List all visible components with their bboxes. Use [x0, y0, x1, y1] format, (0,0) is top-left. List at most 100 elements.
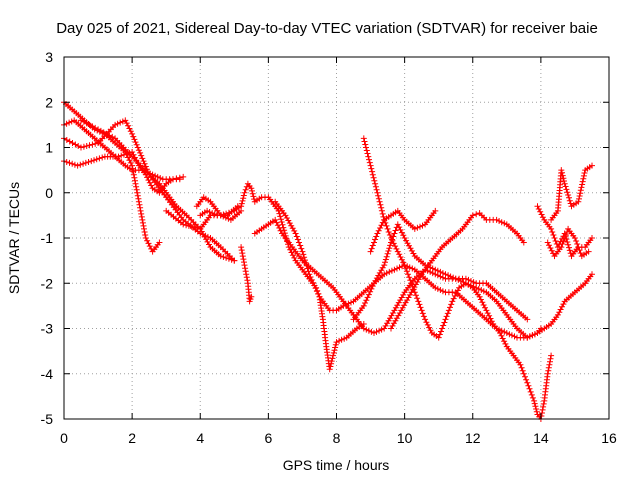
data-point	[249, 190, 256, 197]
data-point	[385, 248, 392, 254]
data-point	[575, 198, 582, 205]
data-point	[223, 254, 230, 261]
data-point	[144, 237, 151, 244]
data-point	[127, 128, 134, 135]
data-point	[373, 186, 380, 193]
data-point	[249, 187, 255, 194]
data-point	[363, 297, 370, 304]
data-point	[499, 335, 506, 342]
data-point	[300, 251, 307, 258]
data-point	[558, 244, 565, 251]
data-point	[407, 277, 414, 284]
data-point	[131, 136, 138, 143]
data-point	[307, 274, 314, 280]
data-point	[367, 162, 374, 169]
data-point	[345, 300, 352, 307]
data-point	[473, 211, 480, 218]
data-point	[422, 316, 429, 323]
data-point	[427, 327, 434, 334]
data-point	[414, 279, 421, 285]
data-point	[138, 152, 145, 159]
data-point	[368, 285, 375, 292]
series-track-16	[548, 162, 595, 223]
data-point	[397, 226, 404, 233]
data-point	[424, 321, 431, 328]
data-point	[580, 175, 587, 182]
data-point	[561, 235, 568, 241]
data-point	[326, 366, 333, 373]
data-point	[423, 319, 430, 326]
data-point	[338, 336, 345, 343]
data-point	[539, 214, 546, 221]
data-point	[125, 154, 131, 161]
data-point	[123, 120, 130, 127]
data-point	[579, 181, 586, 188]
data-point	[362, 141, 369, 148]
data-point	[488, 318, 495, 325]
data-point	[577, 187, 584, 194]
data-point	[386, 268, 393, 275]
data-point	[238, 200, 245, 207]
data-point	[414, 295, 421, 302]
data-point	[503, 330, 510, 336]
data-point	[86, 142, 93, 149]
data-point	[297, 242, 304, 249]
data-point	[141, 225, 147, 232]
data-point	[539, 410, 545, 416]
data-point	[239, 253, 246, 260]
data-point	[332, 344, 339, 351]
x-axis-label: GPS time / hours	[283, 457, 390, 473]
data-point	[191, 224, 198, 231]
data-point	[248, 293, 255, 300]
data-point	[576, 193, 583, 199]
series-track-4	[61, 117, 238, 264]
data-point	[146, 243, 153, 250]
data-point	[129, 130, 136, 137]
series-track-8	[197, 203, 241, 219]
data-point	[365, 153, 372, 160]
data-point	[383, 253, 390, 260]
x-tick-label: 14	[533, 430, 549, 446]
data-point	[419, 310, 426, 317]
data-point	[386, 245, 393, 252]
data-point	[305, 268, 312, 275]
data-point	[531, 331, 538, 338]
data-point	[217, 253, 224, 260]
data-point	[518, 364, 525, 371]
data-point	[248, 185, 255, 192]
data-point	[132, 139, 139, 146]
data-point	[468, 278, 474, 284]
data-point	[444, 310, 451, 317]
data-point	[462, 275, 469, 282]
x-tick-label: 16	[601, 430, 617, 446]
data-point	[242, 186, 249, 193]
data-point	[88, 158, 95, 165]
data-point	[126, 157, 133, 164]
data-point	[550, 232, 557, 238]
data-point	[137, 207, 144, 214]
data-point	[138, 210, 145, 217]
data-point	[89, 141, 96, 148]
data-point	[406, 274, 413, 281]
data-point	[382, 259, 388, 266]
data-point	[242, 265, 249, 272]
data-point	[520, 239, 527, 246]
data-point	[363, 147, 370, 154]
data-point	[362, 300, 368, 306]
data-point	[394, 248, 401, 255]
data-point	[122, 117, 129, 124]
data-point	[240, 192, 247, 199]
data-point	[306, 271, 313, 278]
data-point	[519, 367, 526, 374]
data-point	[146, 179, 153, 186]
y-axis-label: SDTVAR / TECUs	[6, 182, 22, 294]
data-point	[199, 231, 206, 238]
data-point	[363, 144, 369, 151]
data-point	[445, 307, 452, 314]
data-point	[240, 256, 247, 263]
data-point	[372, 236, 379, 243]
data-point	[367, 288, 374, 295]
data-point	[133, 141, 140, 148]
data-point	[389, 236, 396, 243]
data-point	[139, 216, 146, 223]
